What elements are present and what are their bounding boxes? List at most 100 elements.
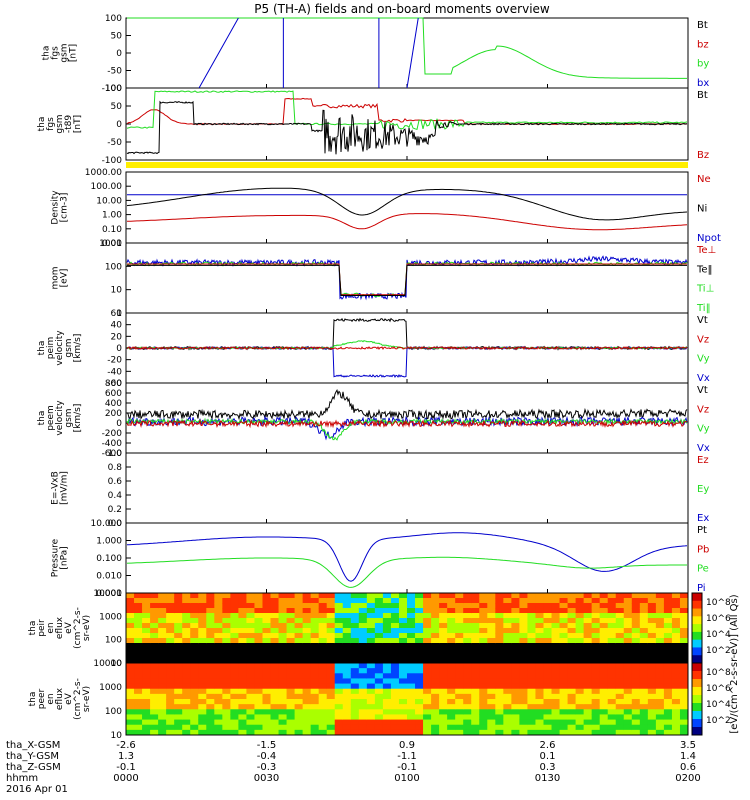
legend-entry: Vy <box>697 424 710 435</box>
legend-entry: Vz <box>697 404 709 415</box>
spectrogram-cell <box>439 658 448 664</box>
spectrogram-cell <box>374 678 384 685</box>
spectrogram-cell <box>350 633 360 639</box>
spectrogram-cell <box>543 709 553 715</box>
spectrogram-cell <box>455 673 464 679</box>
spectrogram-cell <box>126 704 135 710</box>
spectrogram-cell <box>535 724 544 731</box>
spectrogram-cell <box>334 653 344 659</box>
spectrogram-cell <box>591 608 601 614</box>
spectrogram-cell <box>342 648 352 654</box>
spectrogram-cell <box>342 603 352 609</box>
spectrogram-cell <box>463 643 472 649</box>
spectrogram-cell <box>663 683 673 690</box>
spectrogram-cell <box>599 653 609 659</box>
spectrogram-cell <box>607 663 617 669</box>
spectrogram-cell <box>415 623 424 629</box>
spectrogram-cell <box>254 593 263 599</box>
spectrogram-cell <box>591 603 601 609</box>
vt6-series-line <box>126 389 688 421</box>
spectrogram-cell <box>471 593 480 599</box>
spectrogram-cell <box>543 643 553 649</box>
spectrogram-cell <box>166 648 175 654</box>
spectrogram-cell <box>607 603 617 609</box>
spectrogram-cell <box>423 673 432 679</box>
y-axis-label: Density <box>51 190 61 225</box>
spectrogram-cell <box>439 668 448 674</box>
spectrogram-cell <box>358 729 368 736</box>
spectrogram-cell <box>158 608 167 614</box>
pi-series <box>126 532 688 582</box>
spectrogram-cell <box>342 593 352 599</box>
spectrogram-cell <box>511 593 520 599</box>
spectrogram-cell <box>575 673 585 679</box>
spectrogram-cell <box>615 688 625 695</box>
spectrogram-cell <box>663 729 673 736</box>
spectrogram-cell <box>126 673 135 679</box>
spectrogram-cell <box>150 668 159 674</box>
spectrogram-cell <box>423 653 432 659</box>
spectrogram-cell <box>334 729 344 736</box>
spectrogram-cell <box>342 623 352 629</box>
spectrogram-cell <box>543 719 553 726</box>
spectrogram-cell <box>519 603 528 609</box>
spectrogram-cell <box>350 714 360 721</box>
spectrogram-cell <box>390 673 400 679</box>
spectrogram-cell <box>366 663 376 669</box>
spectrogram-cell <box>230 613 239 619</box>
spectrogram-cell <box>455 683 464 690</box>
spectrogram-cell <box>390 658 400 664</box>
spectrogram-cell <box>126 658 135 664</box>
spectrogram-cell <box>543 683 553 690</box>
spectrogram-cell <box>214 593 223 599</box>
spectrogram-cell <box>591 638 601 644</box>
spectrogram-cell <box>398 719 408 726</box>
spectrogram-cell <box>278 719 288 726</box>
spectrogram-cell <box>559 608 569 614</box>
spectrogram-cell <box>455 648 464 654</box>
spectrogram-cell <box>286 683 296 690</box>
spectrogram-cell <box>671 688 681 695</box>
spectrogram-cell <box>166 593 175 599</box>
spectrogram-cell <box>270 673 280 679</box>
spectrogram-cell <box>246 729 255 736</box>
y-tick-label: 0.100 <box>96 554 122 564</box>
spectrogram-cell <box>487 618 496 624</box>
spectrogram-cell <box>519 598 528 604</box>
spectrogram-cell <box>671 608 681 614</box>
spectrogram-cell <box>551 668 561 674</box>
spectrogram-cell <box>214 693 223 700</box>
spectrogram-cell <box>334 643 344 649</box>
spectrogram-cell <box>262 673 272 679</box>
spectrogram-cell <box>382 613 392 619</box>
spectrogram-cell <box>254 673 263 679</box>
y-axis-label: sr-eV) <box>82 615 92 641</box>
spectrogram-cell <box>302 633 312 639</box>
spectrogram-cell <box>655 683 665 690</box>
spectrogram-cell <box>270 633 280 639</box>
legend-entry: Pt <box>697 525 707 536</box>
spectrogram-cell <box>142 724 151 731</box>
spectrogram-cell <box>543 704 553 710</box>
spectrogram-cell <box>647 628 657 634</box>
spectrogram-cell <box>262 688 272 695</box>
spectrogram-cell <box>647 598 657 604</box>
spectrogram-cell <box>471 653 480 659</box>
bz2-series <box>126 97 688 125</box>
spectrogram-cell <box>511 663 520 669</box>
spectrogram-cell <box>455 663 464 669</box>
spectrogram-cell <box>126 678 135 685</box>
spectrogram-cell <box>222 693 231 700</box>
spectrogram-cell <box>591 633 601 639</box>
spectrogram-cell <box>639 688 649 695</box>
spectrogram-cell <box>663 623 673 629</box>
spectrogram-cell <box>471 668 480 674</box>
spectrogram-cell <box>583 724 593 731</box>
spectrogram-cell <box>527 598 536 604</box>
spectrogram-cell <box>214 704 223 710</box>
spectrogram-cell <box>599 719 609 726</box>
spectrogram-cell <box>366 693 376 700</box>
spectrogram-cell <box>551 693 561 700</box>
spectrogram-cell <box>647 643 657 649</box>
spectrogram-cell <box>663 709 673 715</box>
